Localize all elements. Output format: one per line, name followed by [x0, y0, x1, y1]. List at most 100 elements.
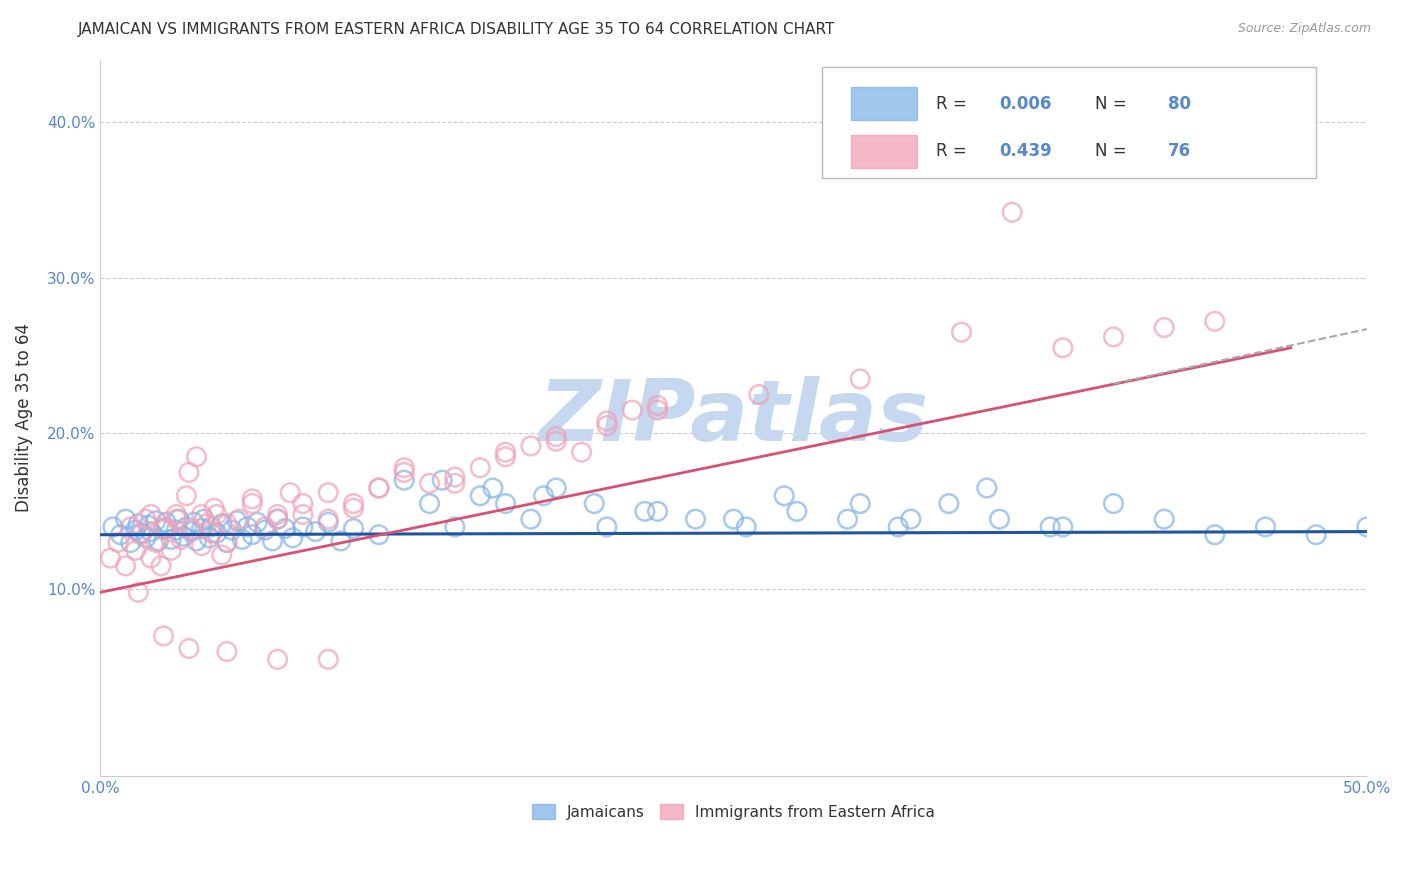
Point — [190, 521, 212, 535]
Point — [950, 325, 973, 339]
Point — [735, 520, 758, 534]
Point — [262, 533, 284, 548]
Point — [304, 524, 326, 539]
Point — [520, 512, 543, 526]
Point — [114, 512, 136, 526]
Point — [1039, 520, 1062, 534]
Point — [127, 516, 149, 531]
Point — [160, 543, 183, 558]
Point — [647, 504, 669, 518]
Point — [470, 489, 492, 503]
Point — [240, 527, 263, 541]
Point — [482, 481, 505, 495]
Point — [621, 403, 644, 417]
Point — [125, 523, 148, 537]
Point — [291, 508, 314, 522]
Text: 0.006: 0.006 — [1000, 95, 1052, 112]
Point — [316, 485, 339, 500]
Point — [170, 533, 193, 547]
Point — [186, 533, 208, 548]
Point — [1305, 527, 1327, 541]
Point — [253, 523, 276, 537]
Point — [190, 508, 212, 522]
Point — [316, 512, 339, 526]
FancyBboxPatch shape — [823, 67, 1316, 178]
Point — [1153, 512, 1175, 526]
Point — [367, 527, 389, 541]
Point — [1204, 314, 1226, 328]
Point — [135, 512, 157, 526]
Point — [221, 523, 243, 537]
Point — [165, 508, 187, 522]
Point — [110, 527, 132, 541]
Point — [176, 520, 198, 534]
Point — [274, 521, 297, 535]
Point — [176, 489, 198, 503]
Point — [367, 481, 389, 495]
Point — [152, 523, 174, 537]
Point — [205, 508, 228, 522]
Point — [167, 512, 190, 526]
Point — [1254, 520, 1277, 534]
Point — [1102, 497, 1125, 511]
Point — [634, 504, 657, 518]
Point — [392, 460, 415, 475]
Point — [186, 450, 208, 464]
Point — [215, 535, 238, 549]
Point — [685, 512, 707, 526]
Text: 0.439: 0.439 — [1000, 143, 1052, 161]
Point — [520, 439, 543, 453]
Point — [139, 508, 162, 522]
Point — [1052, 520, 1074, 534]
Point — [266, 652, 288, 666]
Point — [281, 531, 304, 545]
Point — [211, 516, 233, 531]
Point — [647, 399, 669, 413]
Point — [198, 531, 221, 545]
Point — [938, 497, 960, 511]
Text: R =: R = — [936, 95, 972, 112]
Point — [150, 558, 173, 573]
Point — [145, 514, 167, 528]
Point — [253, 520, 276, 534]
Point — [215, 535, 238, 549]
Point — [849, 372, 872, 386]
Point — [139, 524, 162, 539]
Point — [1001, 205, 1024, 219]
Point — [215, 644, 238, 658]
Point — [120, 535, 142, 549]
Point — [240, 491, 263, 506]
Point — [201, 520, 224, 534]
Point — [201, 526, 224, 541]
Point — [470, 460, 492, 475]
Point — [988, 512, 1011, 526]
Point — [266, 512, 288, 526]
Point — [100, 551, 122, 566]
Text: Source: ZipAtlas.com: Source: ZipAtlas.com — [1237, 22, 1371, 36]
Point — [647, 403, 669, 417]
Point — [444, 520, 467, 534]
Point — [571, 445, 593, 459]
Point — [596, 418, 619, 433]
Point — [1355, 520, 1378, 534]
Point — [837, 512, 859, 526]
Point — [240, 497, 263, 511]
Point — [533, 489, 555, 503]
Text: R =: R = — [936, 143, 972, 161]
Text: 76: 76 — [1168, 143, 1191, 161]
Point — [246, 515, 269, 529]
Point — [786, 504, 808, 518]
Point — [152, 629, 174, 643]
Point — [190, 539, 212, 553]
Point — [148, 533, 170, 548]
Point — [127, 585, 149, 599]
Point — [342, 497, 364, 511]
Point — [444, 470, 467, 484]
Point — [120, 520, 142, 534]
Y-axis label: Disability Age 35 to 64: Disability Age 35 to 64 — [15, 324, 32, 512]
Point — [583, 497, 606, 511]
Point — [107, 535, 129, 549]
Point — [177, 641, 200, 656]
Point — [101, 520, 124, 534]
Point — [596, 414, 619, 428]
